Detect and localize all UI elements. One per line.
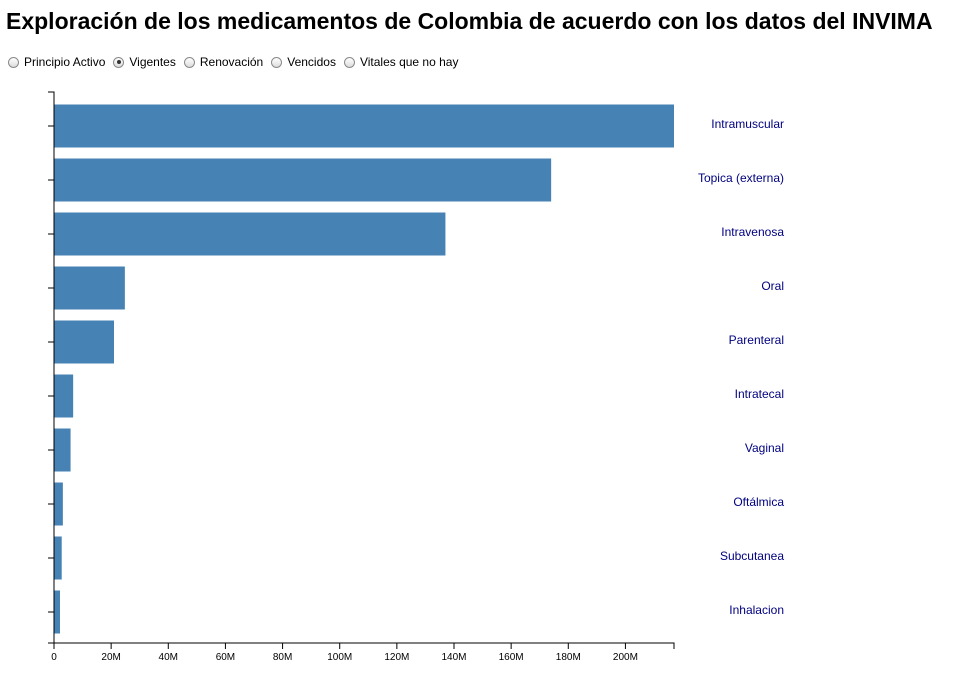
bar <box>54 212 446 256</box>
bar <box>54 590 60 634</box>
y-axis-line <box>48 91 55 644</box>
page-title: Exploración de los medicamentos de Colom… <box>6 8 933 34</box>
filter-option-principio-activo[interactable]: Principio Activo <box>8 55 105 69</box>
category-label: Subcutanea <box>720 549 784 563</box>
radio-button[interactable] <box>271 56 283 68</box>
bar <box>54 536 62 580</box>
filter-option-label: Vitales que no hay <box>359 55 459 69</box>
x-tick-label: 0 <box>51 652 57 663</box>
filter-option-vitales[interactable]: Vitales que no hay <box>343 55 459 69</box>
x-tick-label: 180M <box>556 652 581 663</box>
bar <box>54 158 552 202</box>
filter-option-label: Vencidos <box>287 55 336 69</box>
category-label: Parenteral <box>729 333 784 347</box>
x-tick-label: 80M <box>273 652 292 663</box>
category-label: Inhalacion <box>729 603 784 617</box>
bar <box>54 374 74 418</box>
filter-option-renovacion[interactable]: Renovación <box>183 55 264 69</box>
x-tick-label: 60M <box>216 652 235 663</box>
radio-button[interactable] <box>183 56 195 68</box>
radio-button[interactable] <box>8 56 19 68</box>
category-label: Oral <box>761 279 784 293</box>
filter-option-vigentes[interactable]: Vigentes <box>113 55 176 69</box>
filter-option-label: Principio Activo <box>24 55 106 69</box>
bar <box>54 428 71 472</box>
category-label: Intratecal <box>735 387 784 401</box>
x-tick-label: 200M <box>613 652 638 663</box>
x-tick-label: 40M <box>159 652 178 663</box>
x-tick-label: 160M <box>499 652 524 663</box>
category-label: Vaginal <box>745 441 784 455</box>
radio-button[interactable] <box>343 56 355 68</box>
x-tick-label: 140M <box>441 652 466 663</box>
filter-option-label: Vigentes <box>129 55 176 69</box>
category-label: Intravenosa <box>721 225 784 239</box>
bar <box>54 320 114 364</box>
category-label: Topica (externa) <box>698 171 784 185</box>
x-tick-label: 120M <box>384 652 409 663</box>
category-label: Oftálmica <box>733 495 784 509</box>
bar <box>54 266 125 310</box>
radio-button[interactable] <box>113 56 125 68</box>
filter-option-vencidos[interactable]: Vencidos <box>271 55 336 69</box>
x-tick-label: 100M <box>327 652 352 663</box>
filter-option-label: Renovación <box>199 55 264 69</box>
bar <box>54 104 674 148</box>
filter-radio-group: Principio Activo Vigentes Renovación Ven… <box>8 55 466 69</box>
x-axis-line <box>53 642 675 649</box>
x-tick-label: 20M <box>101 652 120 663</box>
bar <box>54 482 63 526</box>
category-label: Intramuscular <box>711 117 784 131</box>
